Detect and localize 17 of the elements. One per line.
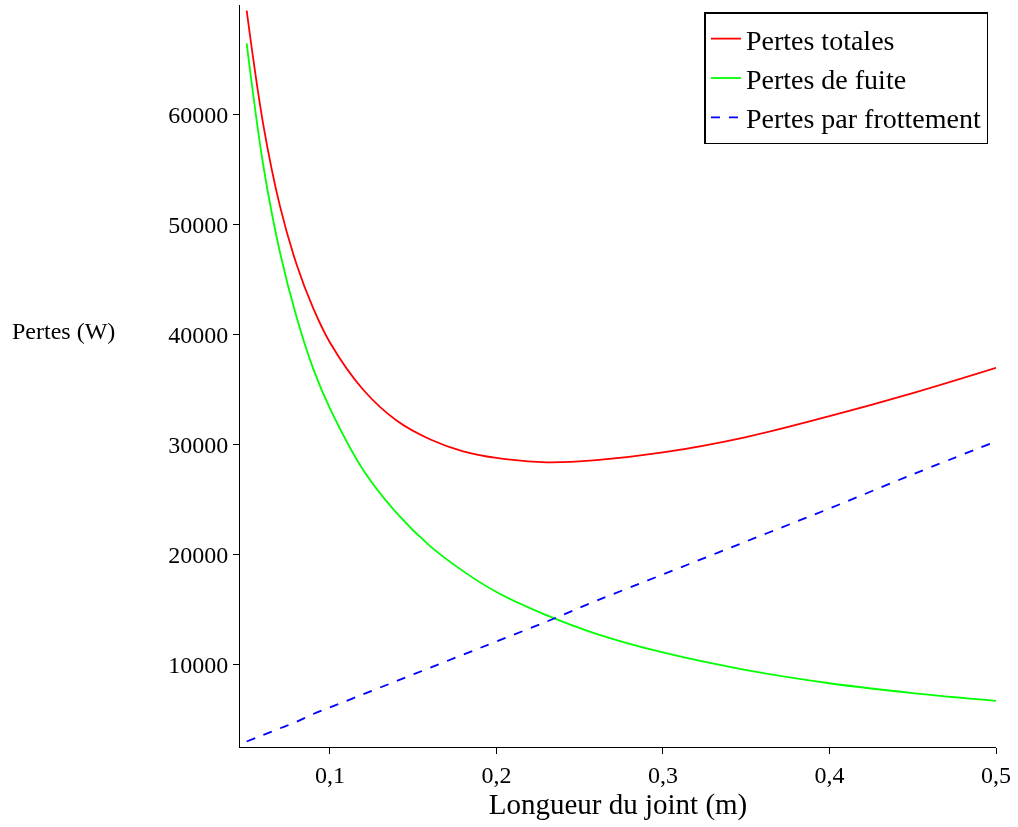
x-tick-label: 0,3 xyxy=(647,761,678,788)
legend-label: Pertes par frottement xyxy=(745,103,981,135)
y-tick-label: 20000 xyxy=(168,542,229,569)
y-tick-label: 60000 xyxy=(168,102,229,129)
y-tick-label: 50000 xyxy=(168,212,229,239)
legend-label: Pertes totales xyxy=(745,24,895,56)
line-series xyxy=(245,9,996,464)
x-tick-label: 0,4 xyxy=(814,761,845,788)
x-tick-label: 0,2 xyxy=(481,761,512,788)
x-axis-title: Longueur du joint (m) xyxy=(488,787,748,821)
y-tick-label: 10000 xyxy=(168,651,229,678)
x-tick-label: 0,5 xyxy=(981,761,1011,788)
y-axis-title: Pertes (W) xyxy=(12,318,116,344)
x-tick-label: 0,1 xyxy=(314,761,345,788)
y-tick-label: 30000 xyxy=(168,432,229,459)
y-tick-label: 40000 xyxy=(168,322,229,349)
legend-label: Pertes de fuite xyxy=(745,63,907,95)
